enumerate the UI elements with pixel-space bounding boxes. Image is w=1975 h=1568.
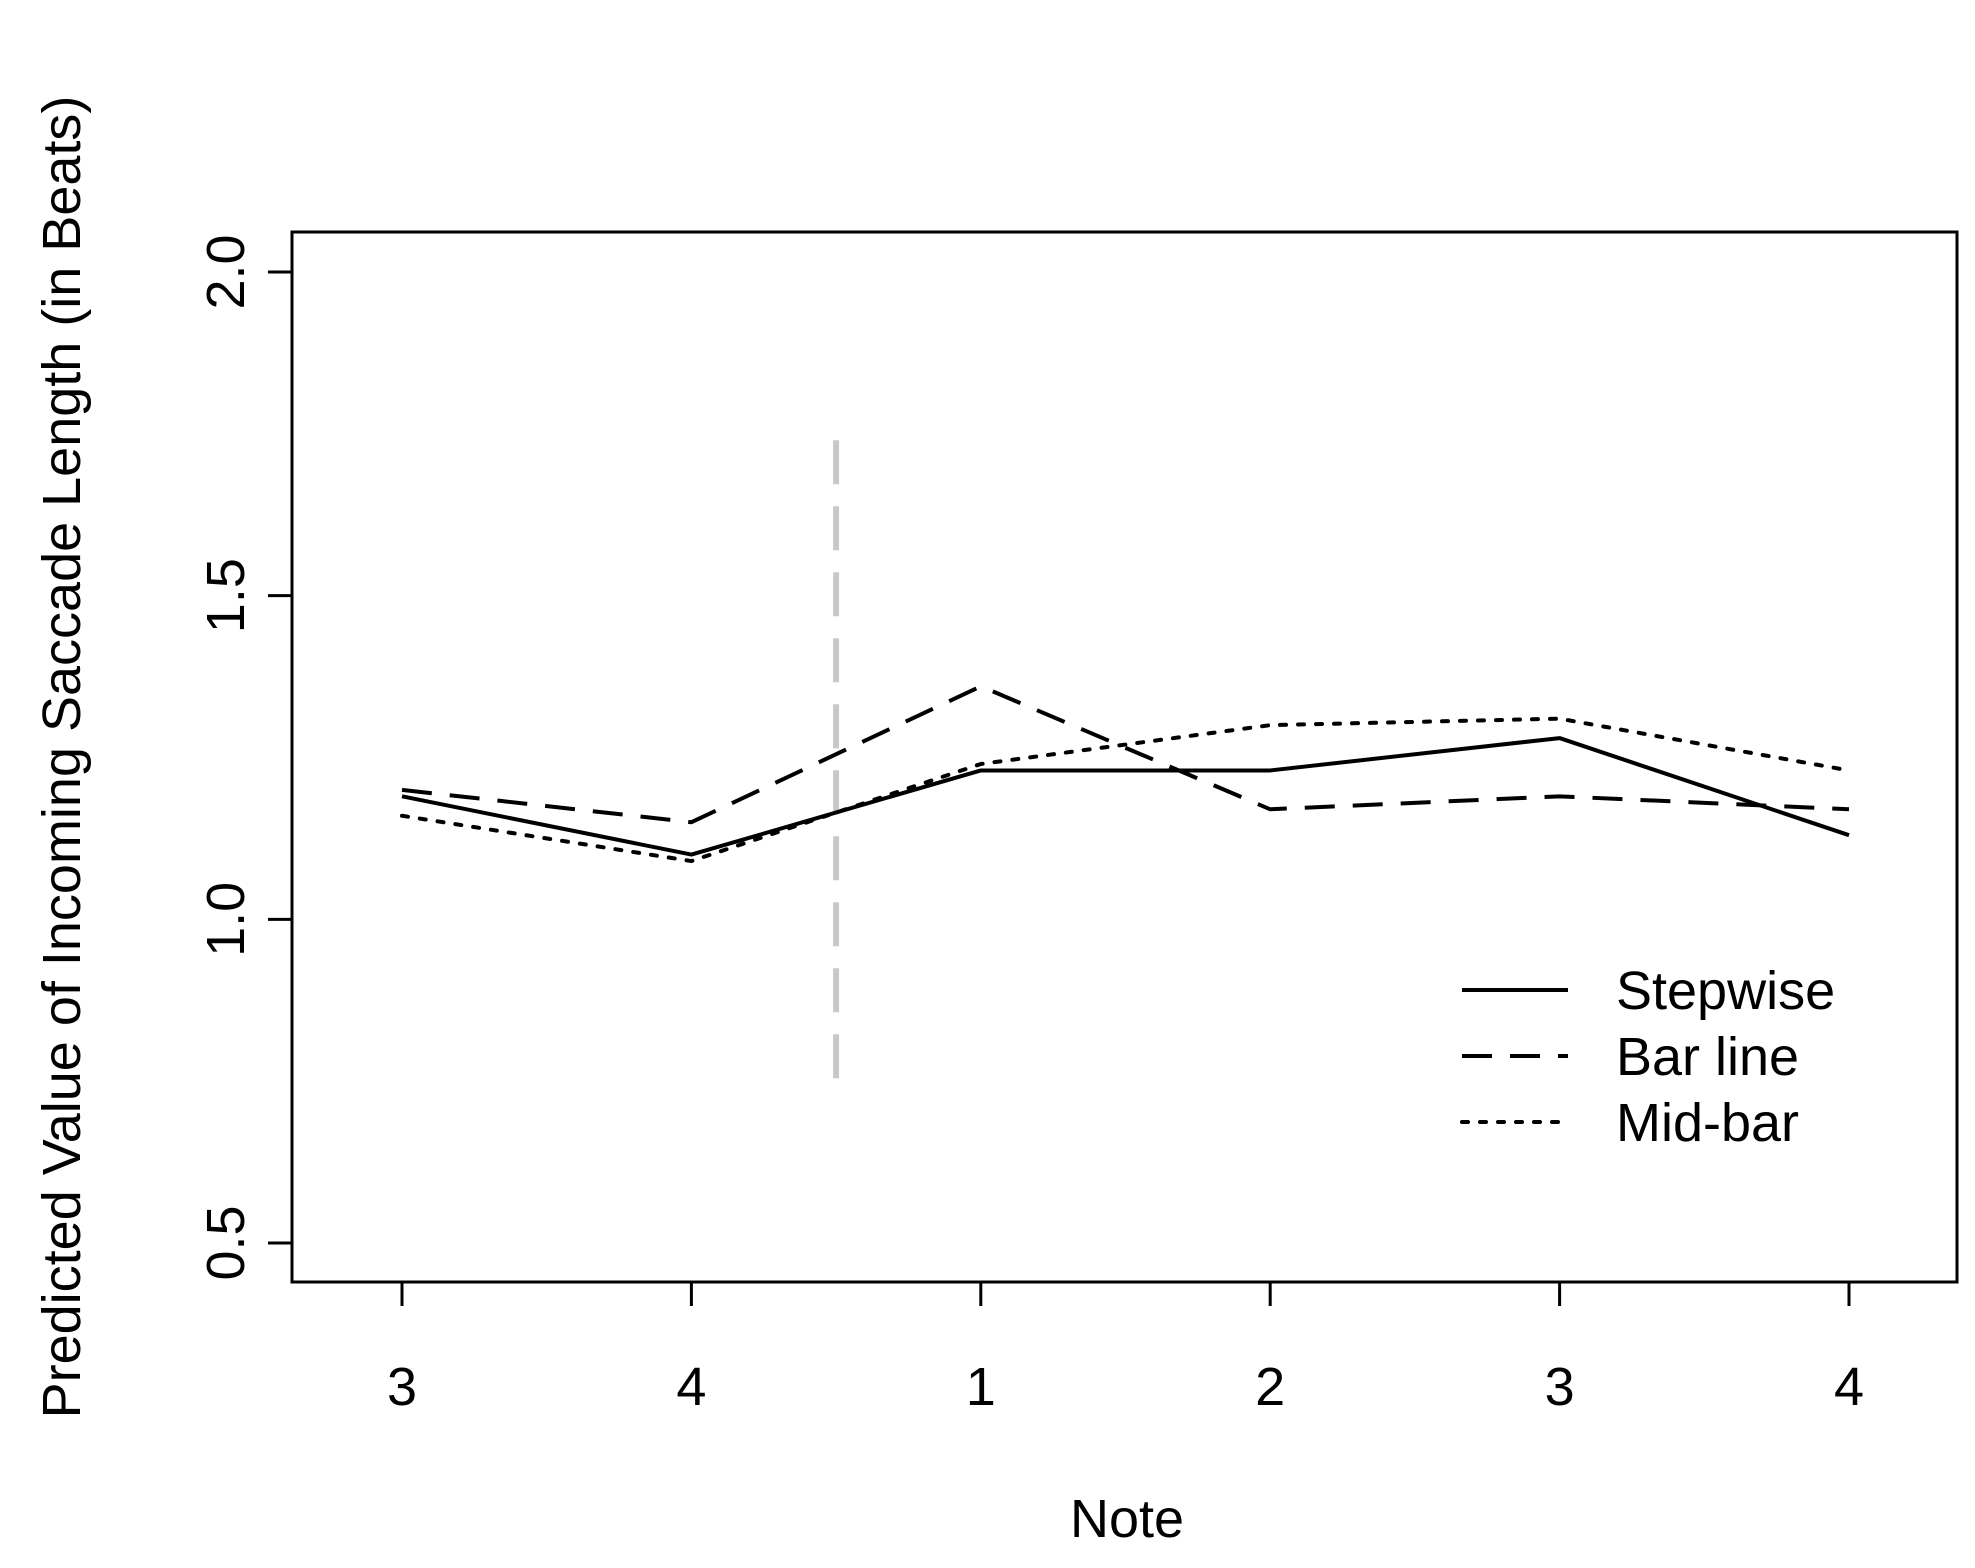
- y-tick-label: 0.5: [196, 1205, 256, 1280]
- legend-label: Bar line: [1616, 1027, 1799, 1087]
- y-tick-label: 1.0: [196, 882, 256, 957]
- x-axis-label: Note: [1070, 1489, 1184, 1549]
- legend-label: Stepwise: [1616, 961, 1835, 1021]
- series-line-stepwise: [401, 736, 1850, 857]
- series-line-mid-bar: [400, 716, 1851, 864]
- series-group: [400, 684, 1851, 864]
- plot-frame: [290, 230, 1959, 1284]
- y-axis: 0.5 1.0 1.5 2.0: [196, 234, 292, 1281]
- series-line-bar-line: [401, 684, 1850, 825]
- x-tick-label: 4: [676, 1357, 706, 1417]
- x-tick-label: 2: [1255, 1357, 1285, 1417]
- x-axis: 3 4 1 2 3 4: [387, 1282, 1864, 1417]
- legend-label: Mid-bar: [1616, 1093, 1799, 1153]
- y-tick-label: 2.0: [196, 234, 256, 309]
- x-tick-label: 1: [966, 1357, 996, 1417]
- y-axis-label: Predicted Value of Incoming Saccade Leng…: [32, 96, 92, 1419]
- x-tick-label: 4: [1834, 1357, 1864, 1417]
- x-tick-label: 3: [1545, 1357, 1575, 1417]
- y-tick-label: 1.5: [196, 558, 256, 633]
- x-tick-label: 3: [387, 1357, 417, 1417]
